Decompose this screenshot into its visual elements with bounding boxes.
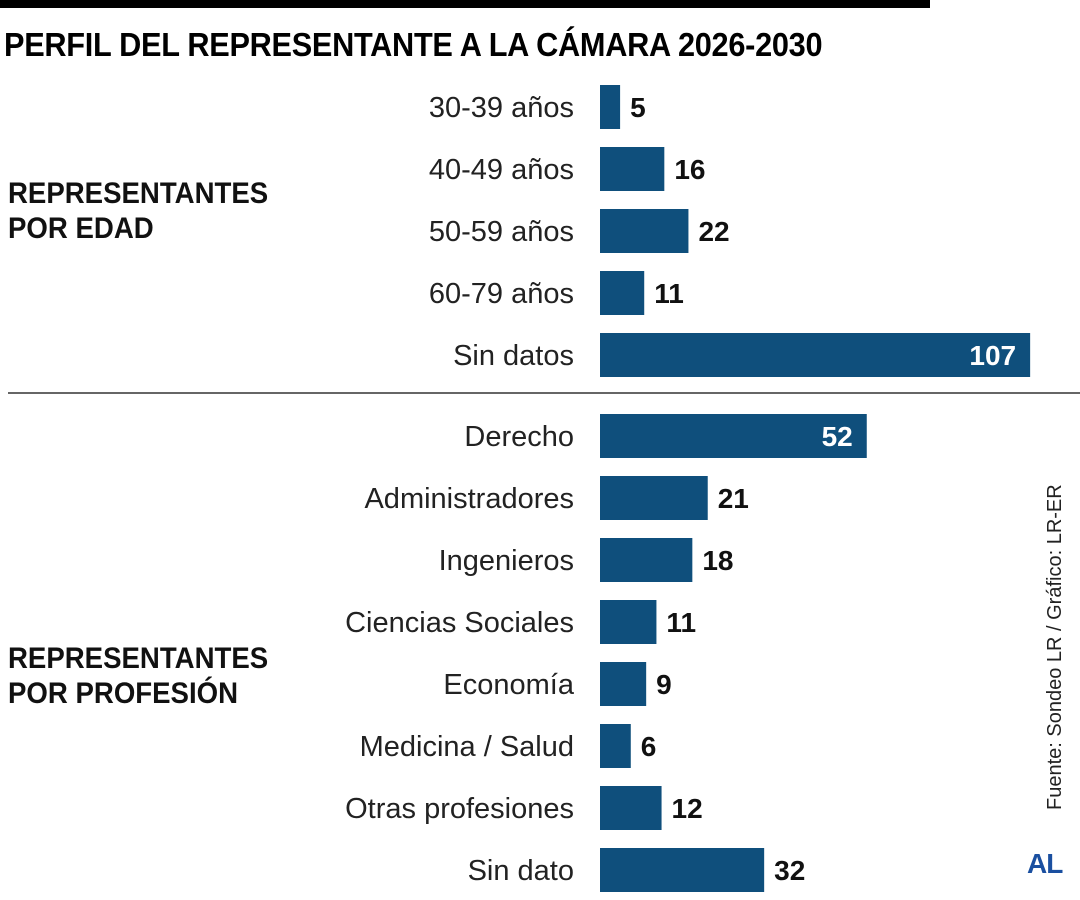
value-label: 11 <box>666 607 696 638</box>
category-label: Economía <box>443 669 574 701</box>
section-title-line: POR EDAD <box>8 212 154 245</box>
bar <box>600 662 647 706</box>
category-label: 60-79 años <box>429 278 574 310</box>
value-label: 5 <box>630 92 646 123</box>
value-label: 9 <box>656 669 672 700</box>
chart-title: PERFIL DEL REPRESENTANTE A LA CÁMARA 202… <box>4 26 823 63</box>
bar <box>600 848 765 892</box>
bar <box>600 476 708 520</box>
bar <box>600 538 693 582</box>
value-label: 18 <box>702 545 733 576</box>
section-title-line: REPRESENTANTES <box>8 177 269 210</box>
top-rule <box>0 0 930 8</box>
section-title-line: POR PROFESIÓN <box>8 677 239 710</box>
value-label: 16 <box>674 154 705 185</box>
bar <box>600 85 621 129</box>
value-label: 21 <box>718 483 749 514</box>
bar <box>600 414 867 458</box>
category-label: Ingenieros <box>439 545 574 577</box>
section-title-profesion: REPRESENTANTES POR PROFESIÓN <box>8 641 268 711</box>
bar <box>600 724 631 768</box>
value-label: 22 <box>698 216 729 247</box>
category-label: 30-39 años <box>429 92 574 124</box>
category-label: Administradores <box>364 483 574 515</box>
category-label: Medicina / Salud <box>360 731 574 763</box>
value-label: 52 <box>822 421 853 452</box>
section-title-edad: REPRESENTANTES POR EDAD <box>8 176 268 246</box>
category-label: 50-59 años <box>429 216 574 248</box>
bar <box>600 333 1031 377</box>
bar <box>600 600 657 644</box>
value-label: 11 <box>654 278 684 309</box>
value-label: 32 <box>774 855 805 886</box>
bar <box>600 786 662 830</box>
publisher-logo: AL <box>1027 848 1063 879</box>
category-label: Derecho <box>464 421 574 453</box>
bar <box>600 209 689 253</box>
category-label: Sin datos <box>453 340 574 372</box>
value-label: 6 <box>641 731 657 762</box>
category-label: Otras profesiones <box>345 793 574 825</box>
section-title-line: REPRESENTANTES <box>8 642 269 675</box>
value-label: 107 <box>969 340 1016 371</box>
bar <box>600 271 645 315</box>
category-label: Sin dato <box>468 855 574 887</box>
value-label: 12 <box>672 793 703 824</box>
category-label: 40-49 años <box>429 154 574 186</box>
bar <box>600 147 665 191</box>
source-note: Fuente: Sondeo LR / Gráfico: LR-ER <box>1044 484 1066 810</box>
category-label: Ciencias Sociales <box>345 607 574 639</box>
